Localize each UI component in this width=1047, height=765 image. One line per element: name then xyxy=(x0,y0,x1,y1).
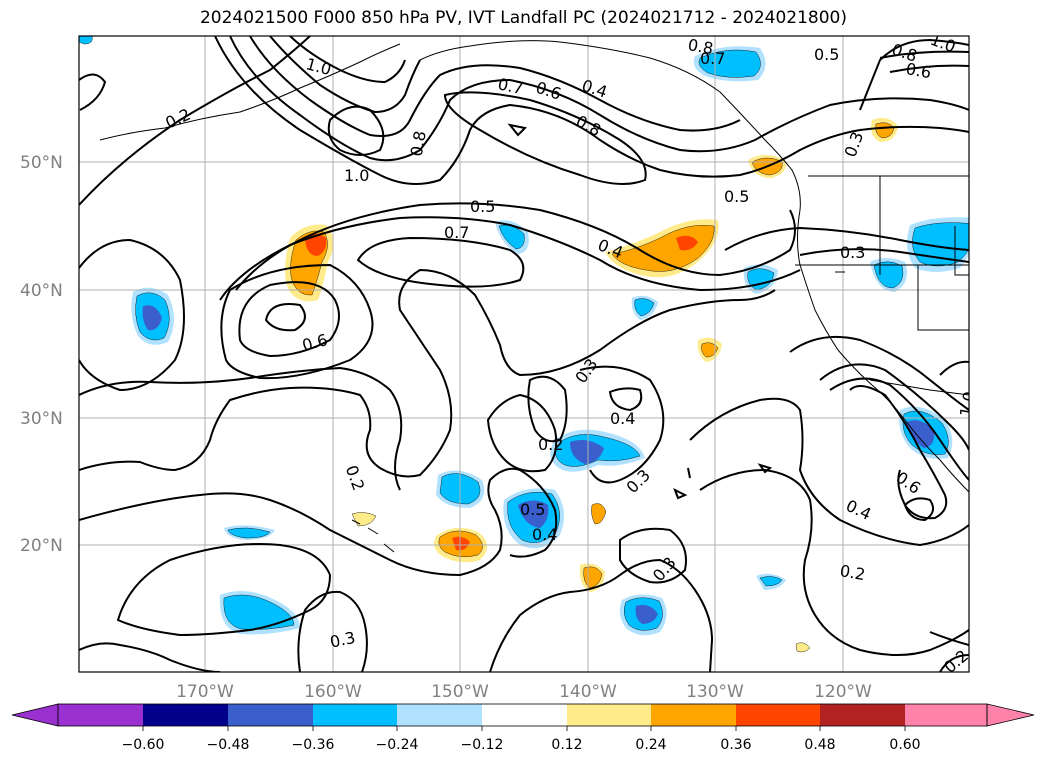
contour-label: 1.0 xyxy=(344,166,369,185)
map-title: 2024021500 F000 850 hPa PV, IVT Landfall… xyxy=(199,8,847,28)
contour-label: 0.2 xyxy=(838,561,866,584)
lon-label: 130°W xyxy=(686,682,744,702)
contour-label: 1.0 xyxy=(956,390,979,418)
map-area xyxy=(79,36,969,672)
longitude-labels: 170°W 160°W 150°W 140°W 130°W 120°W xyxy=(176,682,872,702)
contour-label: 0.3 xyxy=(840,243,865,262)
colorbar-segment xyxy=(143,704,228,726)
contour-label: 0.8 xyxy=(686,35,714,58)
contour-label: 0.8 xyxy=(407,129,430,157)
contour-label: 0.2 xyxy=(538,435,563,454)
lon-label: 160°W xyxy=(304,682,362,702)
colorbar-segment xyxy=(397,704,482,726)
lon-label: 120°W xyxy=(814,682,872,702)
lon-label: 150°W xyxy=(431,682,489,702)
contour-label: 0.4 xyxy=(610,409,635,428)
lon-label: 170°W xyxy=(176,682,234,702)
lat-label: 20°N xyxy=(20,536,63,556)
colorbar-extend-low xyxy=(11,703,59,727)
contour-labels: 1.0 0.2 0.8 1.0 0.7 0.6 0.4 0.8 0.8 0.7 … xyxy=(162,35,979,672)
latitude-labels: 50°N 40°N 30°N 20°N xyxy=(20,153,63,556)
colorbar-tick-label: 0.60 xyxy=(889,737,920,753)
colorbar-segment xyxy=(736,704,820,726)
colorbar-tick-label: 0.24 xyxy=(635,737,666,753)
colorbar-tick-label: −0.12 xyxy=(461,737,504,753)
contour-label: 0.5 xyxy=(520,500,545,519)
contour-label: 0.7 xyxy=(496,74,525,98)
contour-label: 0.6 xyxy=(904,59,932,82)
colorbar-segment xyxy=(651,704,736,726)
colorbar-segment xyxy=(58,704,143,726)
contour-label: 0.7 xyxy=(700,49,725,68)
contour-label: 0.5 xyxy=(814,45,839,64)
map-frame xyxy=(78,35,970,673)
colorbar-segment xyxy=(820,704,905,726)
colorbar-segment xyxy=(905,704,987,726)
colorbar-segment xyxy=(567,704,651,726)
colorbar-tick-label: 0.36 xyxy=(720,737,751,753)
colorbar-tick-label: −0.36 xyxy=(292,737,335,753)
ivt-shading xyxy=(79,36,969,653)
colorbar-extend-high xyxy=(986,703,1035,727)
contour-label: 0.3 xyxy=(328,628,357,652)
lat-label: 50°N xyxy=(20,153,63,173)
colorbar-tick-label: −0.24 xyxy=(376,737,419,753)
lat-label: 30°N xyxy=(20,409,63,429)
colorbar-tick-label: −0.60 xyxy=(122,737,165,753)
colorbar-segment xyxy=(228,704,313,726)
colorbar-tick-label: −0.48 xyxy=(207,737,250,753)
colorbar-tick-label: 0.48 xyxy=(804,737,835,753)
coastlines xyxy=(99,40,969,553)
pv-contours xyxy=(79,36,969,672)
colorbar-segment xyxy=(482,704,567,726)
contour-label: 0.5 xyxy=(470,197,495,216)
lat-label: 40°N xyxy=(20,281,63,301)
contour-label: 0.5 xyxy=(724,187,749,206)
contour-label: 0.4 xyxy=(532,525,557,544)
colorbar-tick-label: 0.12 xyxy=(551,737,582,753)
colorbar-segment xyxy=(313,704,397,726)
colorbar: −0.60 −0.48 −0.36 −0.24 −0.12 0.12 0.24 … xyxy=(11,703,1035,753)
contour-label: 0.7 xyxy=(444,223,469,242)
lon-label: 140°W xyxy=(559,682,617,702)
